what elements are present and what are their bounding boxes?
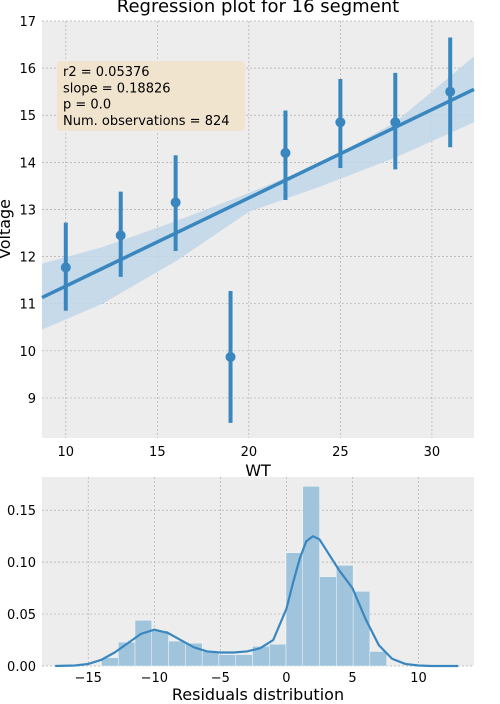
histogram-bar [353, 591, 370, 666]
regression-plot: 10 15 20 25 30 9 10 11 12 13 14 15 16 17 r2 = 0.05376… [0, 0, 474, 480]
y-tick-label: 0.00 [7, 660, 36, 675]
x-tick-label: −10 [141, 671, 168, 686]
histogram-bar [303, 486, 320, 666]
y-tick-label: 16 [19, 62, 36, 77]
histogram-bar [370, 651, 387, 666]
histogram-bar [336, 565, 353, 666]
y-axis-label: Voltage [0, 199, 14, 259]
histogram-bar [320, 577, 337, 666]
y-tick-label: 10 [19, 345, 36, 360]
annotation-p-value: p = 0.0 [63, 98, 111, 113]
y-tick-label: 0.10 [7, 556, 36, 571]
x-tick-label: 5 [348, 671, 356, 686]
histogram-bar [118, 642, 135, 666]
histogram-bar [202, 651, 219, 666]
histogram-bar [269, 644, 286, 666]
residuals-histogram: −15 −10 −5 0 5 10 0.00 0.05 0.10 0.15 Residuals d… [7, 477, 474, 700]
data-point [390, 117, 400, 127]
annotation-r2: r2 = 0.05376 [63, 65, 150, 80]
histogram-bar [169, 641, 186, 666]
annotation-slope: slope = 0.18826 [63, 81, 171, 96]
x-tick-label: 30 [424, 445, 441, 460]
y-tick-label: 11 [19, 298, 36, 313]
residuals-x-axis-label: Residuals distribution [172, 685, 344, 700]
histogram-bar [219, 655, 236, 666]
y-tick-label: 15 [19, 109, 36, 124]
annotation-observations: Num. observations = 824 [63, 114, 230, 129]
y-tick-label: 13 [19, 203, 36, 218]
y-tick-label: 0.15 [7, 504, 36, 519]
residuals-plot-background [42, 477, 474, 666]
histogram-bar [236, 655, 253, 666]
x-tick-label: −15 [75, 671, 102, 686]
histogram-bar [286, 553, 303, 666]
data-point [171, 197, 181, 207]
data-point [226, 352, 236, 362]
x-tick-label: 25 [332, 445, 349, 460]
histogram-bar [152, 631, 169, 666]
stats-annotation: r2 = 0.05376 slope = 0.18826 p = 0.0 Num… [57, 61, 245, 131]
y-tick-label: 17 [19, 15, 36, 30]
x-tick-label: 0 [282, 671, 290, 686]
x-tick-label: 10 [410, 671, 427, 686]
histogram-bar [135, 620, 152, 666]
data-point [335, 117, 345, 127]
data-point [61, 262, 71, 272]
data-point [445, 87, 455, 97]
data-point [280, 148, 290, 158]
x-tick-label: 20 [241, 445, 258, 460]
chart-title: Regression plot for 16 segment [117, 0, 399, 17]
x-tick-label: −5 [211, 671, 230, 686]
y-tick-label: 0.05 [7, 608, 36, 623]
x-tick-label: 10 [58, 445, 75, 460]
y-tick-label: 12 [19, 251, 36, 266]
y-tick-label: 9 [28, 392, 36, 407]
y-tick-label: 14 [19, 156, 36, 171]
data-point [116, 230, 126, 240]
x-tick-label: 15 [149, 445, 166, 460]
